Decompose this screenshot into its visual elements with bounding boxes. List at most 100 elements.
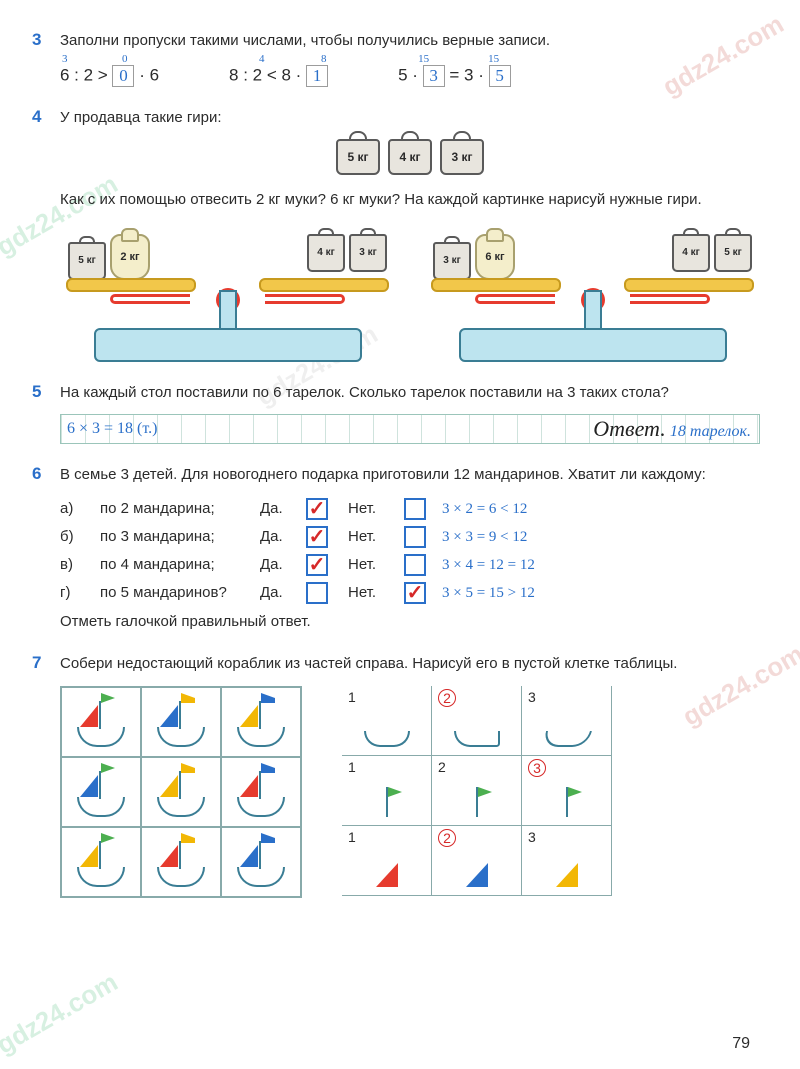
flag-icon: [566, 787, 568, 817]
weight: 5 кг: [68, 242, 106, 280]
part-number: 2: [438, 829, 456, 847]
mast: [179, 701, 181, 729]
sail-icon: [80, 775, 98, 797]
net-checkbox[interactable]: ✓: [404, 582, 426, 604]
flag-icon: [181, 693, 195, 703]
part-number: 3: [528, 829, 536, 845]
da-checkbox[interactable]: [306, 582, 328, 604]
text: У продавца такие гири:: [60, 109, 222, 126]
weight: 5 кг: [714, 234, 752, 272]
sail-icon: [240, 845, 258, 867]
calc: 3 × 3 = 9 < 12: [442, 525, 527, 549]
da-label: Да.: [260, 553, 296, 577]
part-cell: 2: [432, 826, 522, 896]
answer-value: 18 тарелок.: [670, 423, 751, 440]
flag-icon: [181, 833, 195, 843]
da-label: Да.: [260, 497, 296, 521]
weight: 3 кг: [349, 234, 387, 272]
task-number: 6: [32, 464, 41, 484]
boat-cell: [141, 757, 221, 827]
sail-icon: [160, 845, 178, 867]
flag-icon: [101, 693, 115, 703]
watermark: gdz24.com: [0, 966, 123, 1060]
tick: 3: [62, 53, 68, 65]
mast: [179, 841, 181, 869]
answer-box: 0: [112, 65, 134, 87]
tick: 0: [122, 53, 128, 65]
pillar: [219, 290, 237, 330]
task-7: 7 Собери недостающий кораблик из частей …: [60, 653, 760, 898]
sail-icon: [160, 775, 178, 797]
math-line: 3 0 6 : 2 > 0 · 6 4 8 8 : 2 < 8 · 1 15 1…: [60, 65, 760, 87]
da-checkbox[interactable]: ✓: [306, 554, 328, 576]
net-checkbox[interactable]: [404, 498, 426, 520]
da-checkbox[interactable]: ✓: [306, 526, 328, 548]
weight: 4 кг: [672, 234, 710, 272]
net-checkbox[interactable]: [404, 526, 426, 548]
letter: б): [60, 525, 90, 549]
part-cell: 3: [522, 826, 612, 896]
net-checkbox[interactable]: [404, 554, 426, 576]
scale-2: 3 кг 6 кг 4 кг 5 кг: [425, 222, 760, 362]
task-text: В семье 3 детей. Для новогоднего подарка…: [60, 464, 760, 487]
task-text: На каждый стол поставили по 6 тарелок. С…: [60, 382, 760, 405]
net-label: Нет.: [348, 553, 394, 577]
answer-box: 3: [423, 65, 445, 87]
boat-cell: [61, 687, 141, 757]
part-number: 1: [348, 689, 356, 705]
letter: а): [60, 497, 90, 521]
part-cell: 2: [432, 686, 522, 756]
calc: 6 × 3 = 18 (т.): [67, 420, 158, 438]
pillar: [584, 290, 602, 330]
net-label: Нет.: [348, 581, 394, 605]
mast: [99, 701, 101, 729]
pan-left-items: 5 кг 2 кг: [68, 234, 150, 280]
answer-grid: 6 × 3 = 18 (т.) Ответ. 18 тарелок.: [60, 414, 760, 444]
letter: г): [60, 581, 90, 605]
scale-1: 5 кг 2 кг 4 кг 3 кг: [60, 222, 395, 362]
mast: [99, 771, 101, 799]
boat-cell: [61, 757, 141, 827]
hull-icon: [77, 797, 125, 817]
part-cell: 1: [342, 826, 432, 896]
net-label: Нет.: [348, 525, 394, 549]
mast: [99, 841, 101, 869]
base: [94, 328, 362, 362]
mast: [259, 771, 261, 799]
options: а)по 2 мандарина;Да.✓Нет.3 × 2 = 6 < 12б…: [60, 497, 760, 605]
sail-icon: [80, 705, 98, 727]
sail-icon: [240, 775, 258, 797]
tick: 8: [321, 53, 327, 65]
da-label: Да.: [260, 525, 296, 549]
label: по 3 мандарина;: [100, 525, 250, 549]
calc: 3 × 4 = 12 = 12: [442, 553, 535, 577]
tick: 15: [488, 53, 499, 65]
da-checkbox[interactable]: ✓: [306, 498, 328, 520]
answer-box: 1: [306, 65, 328, 87]
parts-grid: 123123123: [342, 686, 612, 898]
flag-icon: [261, 763, 275, 773]
part-cell: 2: [432, 756, 522, 826]
part-number: 3: [528, 689, 536, 705]
sack: 6 кг: [475, 234, 515, 280]
part-number: 2: [438, 689, 456, 707]
label: по 2 мандарина;: [100, 497, 250, 521]
task-text: Собери недостающий кораблик из частей сп…: [60, 653, 760, 676]
sail-icon: [80, 845, 98, 867]
hull-icon: [237, 727, 285, 747]
sail-icon: [240, 705, 258, 727]
option-row: г)по 5 мандаринов?Да.Нет.✓3 × 5 = 15 > 1…: [60, 581, 760, 605]
task-number: 3: [32, 30, 41, 50]
option-row: в)по 4 мандарина;Да.✓Нет.3 × 4 = 12 = 12: [60, 553, 760, 577]
task-number: 7: [32, 653, 41, 673]
boat-cell: [221, 687, 301, 757]
part-number: 3: [528, 759, 546, 777]
flag-icon: [261, 693, 275, 703]
part-cell: 1: [342, 686, 432, 756]
sack: 2 кг: [110, 234, 150, 280]
hull-icon: [77, 867, 125, 887]
mast: [179, 771, 181, 799]
mast: [259, 701, 261, 729]
mast: [259, 841, 261, 869]
part-cell: 1: [342, 756, 432, 826]
